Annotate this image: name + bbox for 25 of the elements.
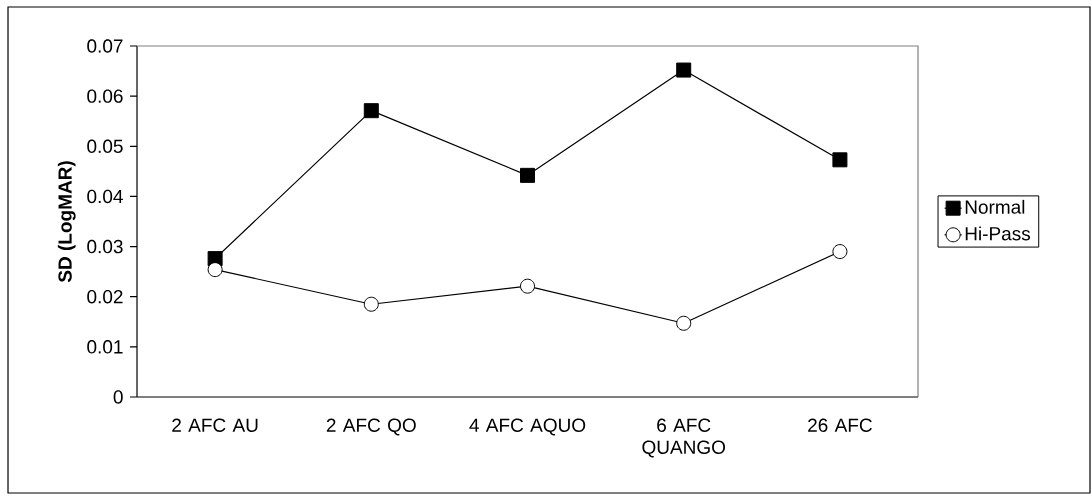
x-tick-label: 2 AFC QO bbox=[326, 418, 416, 436]
y-tick-label: 0.04 bbox=[87, 189, 123, 204]
point bbox=[363, 103, 379, 119]
y-axis-title: SD (LogMAR) bbox=[57, 161, 76, 283]
point bbox=[363, 296, 379, 312]
y-tick-label: 0.02 bbox=[87, 289, 123, 304]
legend-label: Normal bbox=[965, 199, 1025, 214]
point bbox=[832, 152, 848, 168]
point bbox=[520, 278, 536, 294]
legend-label: Hi-Pass bbox=[965, 226, 1031, 241]
y-tick-label: 0.07 bbox=[87, 39, 123, 53]
y-tick-label: 0.06 bbox=[87, 89, 123, 103]
point bbox=[676, 315, 692, 331]
x-tick-label: 26 AFC bbox=[808, 418, 872, 432]
y-tick-label: 0.03 bbox=[87, 239, 123, 254]
point bbox=[520, 167, 536, 183]
x-tick-label: 4 AFC AQUO bbox=[469, 418, 586, 436]
y-tick-label: 0.05 bbox=[87, 139, 123, 153]
point bbox=[676, 62, 692, 78]
x-tick-label: 2 AFC AU bbox=[172, 418, 258, 432]
x-tick-label: 6 AFC QUANGO bbox=[642, 418, 726, 458]
point bbox=[832, 244, 848, 260]
y-tick-label: 0.01 bbox=[87, 340, 123, 354]
y-tick-label: 0 bbox=[113, 390, 123, 404]
point bbox=[207, 262, 223, 278]
